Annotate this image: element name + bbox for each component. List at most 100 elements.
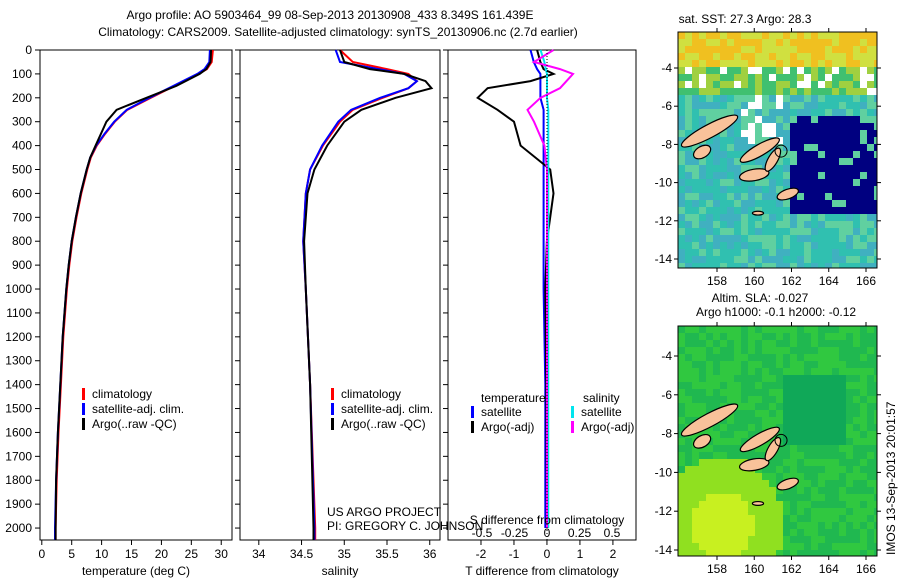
map-cell	[818, 214, 825, 221]
map-cell	[797, 74, 804, 81]
map-cell	[818, 375, 825, 382]
map-cell	[804, 144, 811, 151]
map-cell	[790, 95, 797, 102]
map-cell	[762, 501, 769, 508]
map-cell	[741, 347, 748, 354]
map-cell	[755, 550, 762, 556]
map-cell	[860, 46, 867, 53]
map-cell	[867, 53, 874, 60]
map-cell	[839, 249, 846, 256]
map-cell	[860, 256, 867, 263]
map-cell	[867, 46, 874, 53]
map-cell	[811, 396, 818, 403]
map-cell	[692, 74, 699, 81]
map-cell	[797, 389, 804, 396]
map-cell	[755, 368, 762, 375]
map-cell	[713, 382, 720, 389]
map-cell	[727, 417, 734, 424]
map-cell	[783, 375, 790, 382]
x-tick-label: 34.5	[290, 547, 314, 561]
map-cell	[720, 74, 727, 81]
map-cell	[769, 473, 776, 480]
map-cell	[783, 158, 790, 165]
map-cell	[685, 445, 692, 452]
map-cell	[762, 480, 769, 487]
map-cell	[867, 361, 874, 368]
map-cell	[748, 179, 755, 186]
map-cell	[811, 172, 818, 179]
map-cell	[832, 39, 839, 46]
x2-axis-label: S difference from climatology	[470, 513, 625, 527]
map-cell	[846, 438, 853, 445]
map-cell	[832, 410, 839, 417]
legend-swatch	[82, 388, 85, 400]
map-cell	[818, 60, 825, 67]
map-cell	[748, 74, 755, 81]
map-cell	[769, 81, 776, 88]
map-cell	[811, 354, 818, 361]
map-cell	[818, 473, 825, 480]
map-cell	[811, 235, 818, 242]
map-cell	[776, 95, 783, 102]
map-cell	[853, 46, 860, 53]
map-cell	[797, 81, 804, 88]
map-cell	[811, 550, 818, 556]
map-cell	[755, 487, 762, 494]
lat-tick-label: -6	[661, 99, 672, 113]
y-tick-label: 1500	[5, 402, 32, 416]
map-cell	[706, 431, 713, 438]
map-cell	[699, 46, 706, 53]
map-cell	[818, 39, 825, 46]
map-cell	[818, 543, 825, 550]
map-cell	[734, 473, 741, 480]
map-cell	[790, 116, 797, 123]
lon-tick-label: 166	[856, 274, 876, 288]
map-cell	[846, 53, 853, 60]
map-cell	[867, 74, 874, 81]
map-cell	[748, 396, 755, 403]
map-cell	[832, 256, 839, 263]
map-cell	[727, 326, 734, 333]
map-cell	[832, 480, 839, 487]
map-cell	[734, 501, 741, 508]
map-cell	[874, 109, 877, 116]
map-cell	[678, 501, 685, 508]
map-cell	[762, 445, 769, 452]
map-cell	[853, 228, 860, 235]
map-cell	[867, 249, 874, 256]
map-cell	[727, 235, 734, 242]
map-cell	[734, 88, 741, 95]
map-cell	[741, 214, 748, 221]
map-cell	[783, 116, 790, 123]
map-cell	[846, 326, 853, 333]
map-cell	[720, 242, 727, 249]
map-cell	[790, 368, 797, 375]
map-cell	[720, 459, 727, 466]
map-cell	[839, 403, 846, 410]
map-cell	[860, 158, 867, 165]
map-cell	[769, 361, 776, 368]
map-cell	[853, 130, 860, 137]
map-cell	[783, 431, 790, 438]
map-cell	[706, 333, 713, 340]
map-cell	[755, 88, 762, 95]
map-cell	[790, 123, 797, 130]
map-cell	[713, 473, 720, 480]
map-cell	[727, 249, 734, 256]
map-cell	[797, 256, 804, 263]
map-cell	[678, 403, 685, 410]
map-cell	[832, 473, 839, 480]
map-cell	[699, 249, 706, 256]
map-cell	[867, 480, 874, 487]
map-cell	[846, 536, 853, 543]
map-cell	[874, 60, 877, 67]
map-cell	[748, 46, 755, 53]
map-cell	[769, 214, 776, 221]
map-cell	[860, 326, 867, 333]
map-cell	[811, 480, 818, 487]
map-cell	[755, 347, 762, 354]
map-cell	[776, 67, 783, 74]
y-tick-label: 1400	[5, 378, 32, 392]
x-tick-label: 1	[577, 547, 584, 561]
